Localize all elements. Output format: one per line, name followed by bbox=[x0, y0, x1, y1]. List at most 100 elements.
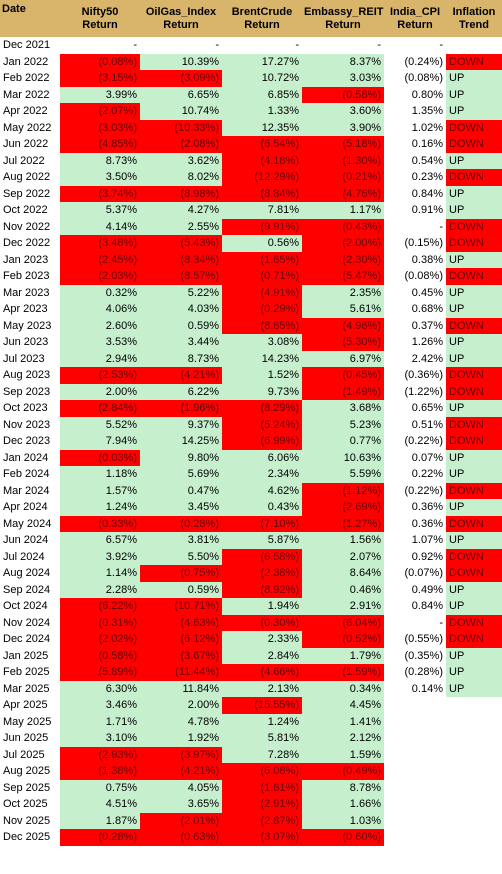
brentcrude-cell[interactable]: (6.08%) bbox=[222, 763, 302, 780]
nifty50-cell[interactable]: (2.93%) bbox=[60, 746, 140, 763]
oilgas-index-cell[interactable]: 4.27% bbox=[140, 202, 222, 219]
nifty50-cell[interactable]: (1.38%) bbox=[60, 763, 140, 780]
inflation-trend-cell[interactable]: UP bbox=[446, 664, 502, 681]
oilgas-index-cell[interactable]: 0.59% bbox=[140, 581, 222, 598]
brentcrude-cell[interactable]: (12.29%) bbox=[222, 169, 302, 186]
brentcrude-cell[interactable]: (8.84%) bbox=[222, 185, 302, 202]
embassy-reit-cell[interactable]: (0.21%) bbox=[302, 169, 384, 186]
date-cell[interactable]: Feb 2022 bbox=[3, 72, 50, 85]
oilgas-index-cell[interactable]: (6.12%) bbox=[140, 631, 222, 648]
nifty50-cell[interactable]: (3.03%) bbox=[60, 119, 140, 136]
embassy-reit-cell[interactable]: 3.68% bbox=[302, 400, 384, 417]
date-cell[interactable]: Sep 2024 bbox=[3, 583, 51, 596]
embassy-reit-cell[interactable]: (0.45%) bbox=[302, 367, 384, 384]
oilgas-index-cell[interactable]: 9.80% bbox=[140, 449, 222, 466]
brentcrude-cell[interactable]: 4.62% bbox=[222, 482, 302, 499]
india-cpi-cell[interactable]: 2.42% bbox=[411, 352, 443, 365]
inflation-trend-cell[interactable]: DOWN bbox=[446, 317, 502, 334]
brentcrude-cell[interactable]: - bbox=[295, 39, 299, 52]
embassy-reit-cell[interactable]: (5.18%) bbox=[302, 136, 384, 153]
embassy-reit-cell[interactable]: (1.27%) bbox=[302, 515, 384, 532]
embassy-reit-cell[interactable]: (4.96%) bbox=[302, 317, 384, 334]
oilgas-index-cell[interactable]: 14.25% bbox=[140, 433, 222, 450]
date-cell[interactable]: Mar 2022 bbox=[3, 88, 50, 101]
date-cell[interactable]: May 2023 bbox=[3, 319, 52, 332]
embassy-reit-cell[interactable]: 2.35% bbox=[302, 284, 384, 301]
inflation-trend-cell[interactable]: UP bbox=[446, 466, 502, 483]
brentcrude-cell[interactable]: 7.81% bbox=[222, 202, 302, 219]
nifty50-cell[interactable]: (0.08%) bbox=[60, 53, 140, 70]
brentcrude-cell[interactable]: 2.84% bbox=[222, 647, 302, 664]
inflation-trend-cell[interactable]: DOWN bbox=[446, 482, 502, 499]
embassy-reit-cell[interactable]: (1.49%) bbox=[302, 383, 384, 400]
embassy-reit-cell[interactable]: 4.45% bbox=[302, 697, 384, 714]
embassy-reit-cell[interactable]: 5.23% bbox=[302, 416, 384, 433]
date-cell[interactable]: Jun 2022 bbox=[3, 138, 49, 151]
nifty50-cell[interactable]: 2.60% bbox=[60, 317, 140, 334]
india-cpi-cell[interactable] bbox=[384, 714, 446, 731]
oilgas-index-cell[interactable]: (5.43%) bbox=[140, 235, 222, 252]
inflation-trend-cell[interactable] bbox=[446, 763, 502, 780]
embassy-reit-cell[interactable]: 8.78% bbox=[302, 779, 384, 796]
india-cpi-cell[interactable]: 0.54% bbox=[411, 154, 443, 167]
india-cpi-cell[interactable]: 0.16% bbox=[411, 138, 443, 151]
embassy-reit-cell[interactable]: 1.41% bbox=[302, 713, 384, 730]
brentcrude-cell[interactable]: (8.29%) bbox=[222, 400, 302, 417]
india-cpi-cell[interactable] bbox=[384, 697, 446, 714]
date-cell[interactable]: Jul 2023 bbox=[3, 352, 45, 365]
oilgas-index-cell[interactable]: 4.78% bbox=[140, 713, 222, 730]
india-cpi-cell[interactable]: 1.07% bbox=[411, 534, 443, 547]
inflation-trend-cell[interactable]: DOWN bbox=[446, 169, 502, 186]
nifty50-cell[interactable]: 1.14% bbox=[60, 565, 140, 582]
india-cpi-cell[interactable]: (0.08%) bbox=[404, 72, 443, 85]
brentcrude-cell[interactable]: (4.18%) bbox=[222, 152, 302, 169]
nifty50-cell[interactable]: 5.37% bbox=[60, 202, 140, 219]
india-cpi-cell[interactable] bbox=[384, 730, 446, 747]
nifty50-cell[interactable]: 4.51% bbox=[60, 796, 140, 813]
embassy-reit-cell[interactable]: (0.52%) bbox=[302, 631, 384, 648]
nifty50-cell[interactable]: 0.75% bbox=[60, 779, 140, 796]
oilgas-index-cell[interactable]: 5.22% bbox=[140, 284, 222, 301]
inflation-trend-cell[interactable]: DOWN bbox=[446, 383, 502, 400]
nifty50-cell[interactable]: 1.18% bbox=[60, 466, 140, 483]
inflation-trend-cell[interactable] bbox=[446, 780, 502, 797]
nifty50-cell[interactable]: 5.52% bbox=[60, 416, 140, 433]
date-cell[interactable]: Apr 2024 bbox=[3, 501, 48, 514]
inflation-trend-cell[interactable]: DOWN bbox=[446, 218, 502, 235]
oilgas-index-cell[interactable]: 2.55% bbox=[140, 218, 222, 235]
embassy-reit-cell[interactable]: 1.03% bbox=[302, 812, 384, 829]
date-cell[interactable]: Jul 2022 bbox=[3, 154, 45, 167]
brentcrude-cell[interactable]: 5.87% bbox=[222, 532, 302, 549]
nifty50-cell[interactable]: (0.58%) bbox=[60, 647, 140, 664]
inflation-trend-cell[interactable]: UP bbox=[446, 152, 502, 169]
nifty50-cell[interactable]: (4.85%) bbox=[60, 136, 140, 153]
oilgas-index-cell[interactable]: (2.01%) bbox=[140, 812, 222, 829]
nifty50-cell[interactable]: (2.53%) bbox=[60, 367, 140, 384]
nifty50-cell[interactable]: 2.28% bbox=[60, 581, 140, 598]
header-brentcrude[interactable]: BrentCrude Return bbox=[222, 0, 302, 37]
nifty50-cell[interactable]: (5.89%) bbox=[60, 664, 140, 681]
india-cpi-cell[interactable]: 0.84% bbox=[411, 600, 443, 613]
inflation-trend-cell[interactable]: UP bbox=[446, 185, 502, 202]
brentcrude-cell[interactable]: 14.23% bbox=[222, 350, 302, 367]
embassy-reit-cell[interactable]: 2.12% bbox=[302, 730, 384, 747]
india-cpi-cell[interactable]: 0.68% bbox=[411, 303, 443, 316]
brentcrude-cell[interactable]: (15.55%) bbox=[222, 697, 302, 714]
date-cell[interactable]: Feb 2025 bbox=[3, 666, 50, 679]
inflation-trend-cell[interactable] bbox=[446, 697, 502, 714]
brentcrude-cell[interactable]: (9.91%) bbox=[222, 218, 302, 235]
oilgas-index-cell[interactable]: (8.57%) bbox=[140, 268, 222, 285]
brentcrude-cell[interactable]: (4.66%) bbox=[222, 664, 302, 681]
embassy-reit-cell[interactable]: - bbox=[377, 39, 381, 52]
inflation-trend-cell[interactable] bbox=[446, 796, 502, 813]
oilgas-index-cell[interactable]: 3.81% bbox=[140, 532, 222, 549]
india-cpi-cell[interactable]: 0.07% bbox=[411, 451, 443, 464]
brentcrude-cell[interactable]: (1.61%) bbox=[222, 779, 302, 796]
oilgas-index-cell[interactable]: (3.09%) bbox=[140, 70, 222, 87]
date-cell[interactable]: Mar 2023 bbox=[3, 286, 50, 299]
date-cell[interactable]: Oct 2023 bbox=[3, 402, 48, 415]
nifty50-cell[interactable]: 6.30% bbox=[60, 680, 140, 697]
header-inflation-trend[interactable]: Inflation Trend bbox=[446, 0, 502, 37]
date-cell[interactable]: Oct 2024 bbox=[3, 600, 48, 613]
nifty50-cell[interactable]: 0.32% bbox=[60, 284, 140, 301]
